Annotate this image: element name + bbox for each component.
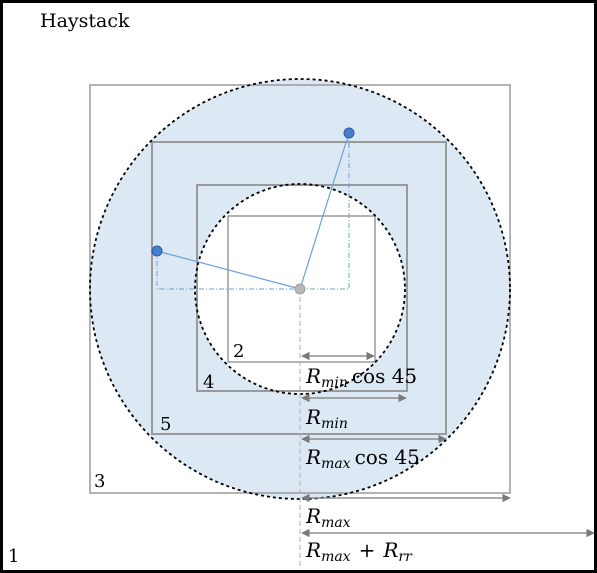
label-rmin-cos45: Rmin cos 45 bbox=[305, 364, 417, 391]
region-label-1: 1 bbox=[8, 546, 19, 567]
region-label-5: 5 bbox=[160, 414, 171, 435]
center-point bbox=[294, 283, 306, 295]
radius-line-left bbox=[156, 250, 301, 290]
sample-point-left bbox=[151, 245, 163, 257]
sample-point-top bbox=[343, 127, 355, 139]
region-label-4: 4 bbox=[203, 372, 214, 393]
diagram-title: Haystack bbox=[40, 10, 130, 32]
square-4 bbox=[196, 184, 408, 392]
radius-line-top bbox=[299, 132, 350, 290]
outer-dashed-circle bbox=[89, 78, 511, 500]
label-rmin: Rmin bbox=[305, 405, 348, 432]
region-label-3: 3 bbox=[94, 471, 105, 492]
region-label-2: 2 bbox=[233, 341, 244, 362]
label-rmax: Rmax bbox=[305, 504, 351, 531]
label-rmax-cos45: Rmax cos 45 bbox=[305, 445, 420, 472]
label-rmax-plus-rrr: Rmax + Rrr bbox=[305, 538, 413, 565]
projection-top bbox=[300, 133, 350, 290]
projection-left bbox=[156, 251, 300, 290]
square-2 bbox=[227, 215, 376, 363]
square-5 bbox=[151, 141, 447, 435]
